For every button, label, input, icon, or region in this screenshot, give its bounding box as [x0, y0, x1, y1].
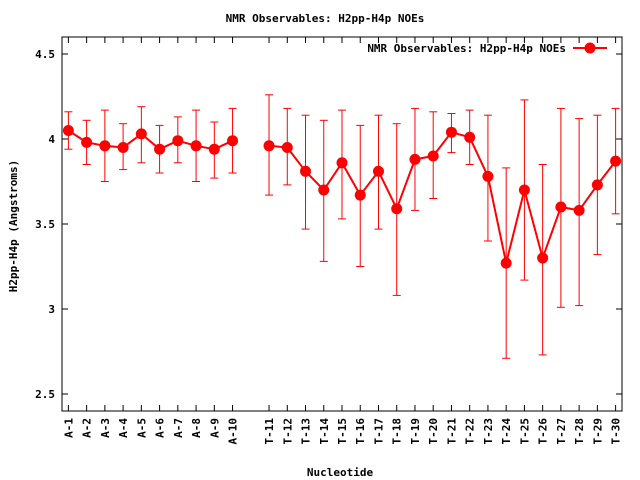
data-point: [135, 128, 147, 140]
x-tick-label: A-9: [208, 418, 221, 438]
x-tick-label: T-23: [482, 418, 495, 445]
x-tick-label: T-25: [518, 418, 531, 445]
x-tick-label: T-29: [591, 418, 604, 445]
data-point: [427, 150, 439, 162]
legend-marker: [584, 42, 596, 54]
x-tick-label: T-13: [300, 418, 313, 445]
x-tick-label: A-6: [154, 418, 167, 438]
x-tick-label: T-19: [409, 418, 422, 445]
y-tick-label: 2.5: [35, 388, 55, 401]
x-tick-label: T-16: [354, 418, 367, 445]
x-tick-label: A-5: [135, 418, 148, 438]
data-point: [518, 184, 530, 196]
data-point: [537, 252, 549, 264]
data-point: [555, 201, 567, 213]
data-point: [445, 126, 457, 138]
data-point: [172, 135, 184, 147]
x-tick-label: T-24: [500, 418, 513, 445]
data-point: [482, 170, 494, 182]
legend: NMR Observables: H2pp-H4p NOEs: [367, 42, 607, 55]
x-tick-label: A-3: [99, 418, 112, 438]
x-tick-label: T-20: [427, 418, 440, 445]
x-axis-label: Nucleotide: [307, 466, 374, 479]
y-tick-label: 4.5: [35, 48, 55, 61]
data-point: [81, 136, 93, 148]
data-point: [300, 165, 312, 177]
x-tick-label: T-17: [372, 418, 385, 445]
data-point: [263, 140, 275, 152]
x-tick-label: T-21: [445, 418, 458, 445]
data-point: [372, 165, 384, 177]
x-tick-label: T-27: [555, 418, 568, 445]
x-tick-label: T-15: [336, 418, 349, 445]
x-tick-label: A-4: [117, 418, 130, 438]
x-tick-label: T-30: [610, 418, 623, 445]
axes: 2.5 3 3.5 4 4.5 A-1 A-2 A-3 A-4 A-5 A-6 A-7 A-8 A-9 A-…: [35, 36, 623, 445]
x-tick-label: A-10: [227, 418, 240, 445]
data-point: [409, 153, 421, 165]
x-tick-label: A-1: [62, 418, 75, 438]
x-tick-label: T-26: [537, 418, 550, 445]
x-tick-label: A-8: [190, 418, 203, 438]
data-point: [610, 155, 622, 167]
data-point: [336, 157, 348, 169]
plot-border: [61, 36, 623, 412]
data-point: [500, 257, 512, 269]
series-line: [67, 129, 233, 151]
series-line: [268, 131, 617, 265]
plot-area: [62, 94, 622, 359]
y-tick-label: 3: [48, 303, 55, 316]
data-point: [281, 142, 293, 153]
legend-label: NMR Observables: H2pp-H4p NOEs: [367, 42, 566, 55]
x-tick-label: T-12: [281, 418, 294, 445]
data-point: [318, 184, 330, 196]
x-tick-label: T-28: [573, 418, 586, 445]
y-tick-label: 3.5: [35, 218, 55, 231]
x-tick-label: T-14: [318, 418, 331, 445]
x-tick-label: T-11: [263, 418, 276, 445]
data-point: [99, 140, 111, 152]
x-tick-label: T-18: [391, 418, 404, 445]
data-point: [464, 131, 476, 143]
x-tick-label: A-2: [81, 418, 94, 438]
data-point: [208, 143, 220, 155]
data-point: [354, 189, 366, 201]
data-point: [573, 204, 585, 216]
x-tick-label: A-7: [172, 418, 185, 438]
data-point: [591, 179, 603, 191]
y-axis-label: H2pp-H4p (Angstroms): [7, 160, 20, 292]
data-point: [154, 143, 166, 155]
y-tick-label: 4: [48, 133, 55, 146]
data-point: [62, 125, 74, 136]
data-point: [117, 142, 129, 153]
x-tick-label: T-22: [464, 418, 477, 445]
data-point: [190, 140, 202, 152]
chart-title: NMR Observables: H2pp-H4p NOEs: [226, 12, 425, 25]
data-point: [391, 203, 403, 215]
data-point: [227, 135, 239, 147]
